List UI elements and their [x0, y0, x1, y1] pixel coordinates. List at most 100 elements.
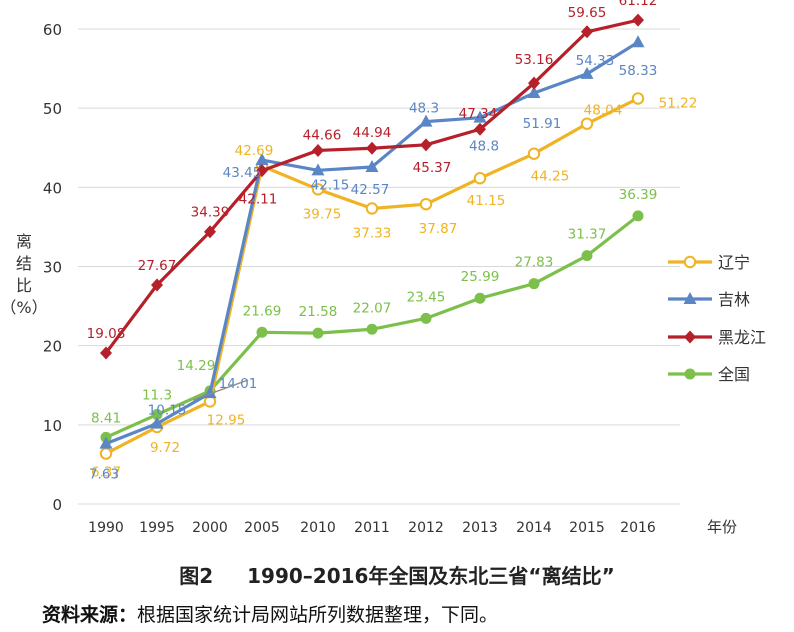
- data-label: 23.45: [407, 289, 446, 305]
- legend-marker: [683, 292, 697, 304]
- data-point: [365, 202, 379, 215]
- y-tick-label: 60: [43, 21, 62, 39]
- data-point: [151, 409, 163, 421]
- legend-label: 辽宁: [718, 253, 750, 272]
- data-label: 42.11: [239, 192, 278, 208]
- data-point: [474, 122, 486, 136]
- data-label: 8.41: [91, 410, 121, 426]
- data-label: 42.57: [351, 182, 390, 198]
- data-label: 36.39: [619, 187, 658, 203]
- data-label: 11.3: [142, 388, 172, 404]
- data-label: 37.87: [419, 221, 458, 237]
- data-label: 6.37: [91, 465, 121, 481]
- data-label: 53.16: [515, 52, 554, 68]
- data-point: [528, 76, 540, 90]
- y-axis-label: 离结比（%）: [0, 232, 47, 317]
- data-point: [256, 326, 268, 338]
- y-axis-label-text: 离结比（%）: [0, 232, 47, 317]
- y-tick-label: 20: [43, 338, 62, 356]
- data-point: [151, 278, 163, 292]
- data-label: 12.95: [207, 412, 246, 428]
- data-label: 31.37: [568, 227, 607, 243]
- data-point: [150, 416, 164, 429]
- data-point: [420, 312, 432, 324]
- data-label: 21.69: [243, 303, 282, 319]
- data-point: [527, 147, 541, 160]
- x-axis-label: 年份: [707, 518, 737, 536]
- data-point: [366, 141, 378, 155]
- data-label: 19.08: [87, 326, 126, 342]
- y-tick-label: 50: [43, 100, 62, 118]
- data-label: 27.83: [515, 255, 554, 271]
- data-label: 58.33: [619, 63, 658, 79]
- legend-marker: [684, 368, 696, 380]
- data-point: [256, 164, 268, 178]
- data-label: 44.66: [303, 127, 342, 143]
- data-point: [580, 66, 594, 79]
- x-tick-label: 2011: [354, 520, 390, 536]
- x-tick-label: 2014: [516, 520, 552, 536]
- data-point: [419, 114, 433, 127]
- series-lines: [99, 13, 645, 460]
- y-tick-label: 10: [43, 417, 62, 435]
- legend-label: 全国: [718, 365, 750, 384]
- source-text: 根据国家统计局网站所列数据整理，下同。: [137, 604, 499, 626]
- data-point: [312, 143, 324, 157]
- data-point: [581, 250, 593, 262]
- data-label: 9.72: [150, 440, 180, 456]
- data-label: 42.69: [235, 143, 274, 159]
- data-label: 34.39: [191, 205, 230, 221]
- x-tick-label: 1995: [139, 520, 175, 536]
- data-label: 22.07: [353, 300, 392, 316]
- data-label: 41.15: [467, 193, 506, 209]
- data-label: 48.3: [409, 101, 439, 117]
- data-point: [365, 159, 379, 172]
- data-point: [311, 183, 325, 196]
- data-point: [420, 138, 432, 152]
- data-label: 48.04: [584, 103, 623, 119]
- data-label: 37.33: [353, 225, 392, 241]
- data-point: [631, 92, 645, 105]
- data-point: [204, 225, 216, 239]
- y-tick-label: 30: [43, 259, 62, 277]
- data-point: [474, 292, 486, 304]
- legend-label: 吉林: [718, 290, 750, 309]
- data-label: 47.34: [459, 106, 498, 122]
- x-tick-label: 2010: [300, 520, 336, 536]
- data-point: [632, 13, 644, 27]
- data-label: 27.67: [138, 258, 177, 274]
- x-tick-label: 2012: [408, 520, 444, 536]
- legend-marker: [683, 255, 697, 269]
- x-tick-label: 2000: [192, 520, 228, 536]
- data-point: [99, 447, 113, 460]
- data-point: [366, 323, 378, 335]
- figure-label: 图2: [179, 564, 214, 588]
- data-label: 44.25: [531, 169, 570, 185]
- y-tick-label: 40: [43, 179, 62, 197]
- x-axis-ticks: 1990 1995 2000 2005 2010 2011 2012 2013 2014 2015…: [88, 520, 656, 536]
- data-label: 7.63: [89, 467, 119, 483]
- data-point: [312, 327, 324, 339]
- data-label: 51.22: [659, 96, 698, 112]
- legend-marker: [684, 330, 696, 344]
- figure-caption: 图2 1990–2016年全国及东北三省“离结比”: [0, 560, 794, 589]
- data-point: [580, 117, 594, 130]
- data-label: 44.94: [353, 125, 392, 141]
- data-label: 39.75: [303, 206, 342, 222]
- data-label: 54.33: [576, 53, 615, 69]
- data-label: 51.91: [523, 116, 562, 132]
- data-label: 10.15: [148, 403, 187, 419]
- data-label: 14.29: [177, 358, 216, 374]
- data-label: 43.45: [223, 165, 262, 181]
- x-tick-label: 2016: [620, 520, 656, 536]
- data-labels: 8.41 11.3 14.29 21.69 21.58 22.07 23.45 25.99 27…: [87, 0, 698, 483]
- data-point: [100, 346, 112, 360]
- y-tick-label: 0: [52, 496, 62, 514]
- data-label: 59.65: [568, 5, 607, 21]
- data-point: [473, 172, 487, 185]
- data-label: 21.58: [299, 304, 338, 320]
- legend-label: 黑龙江: [718, 328, 766, 347]
- data-point: [419, 197, 433, 211]
- x-tick-label: 1990: [88, 520, 124, 536]
